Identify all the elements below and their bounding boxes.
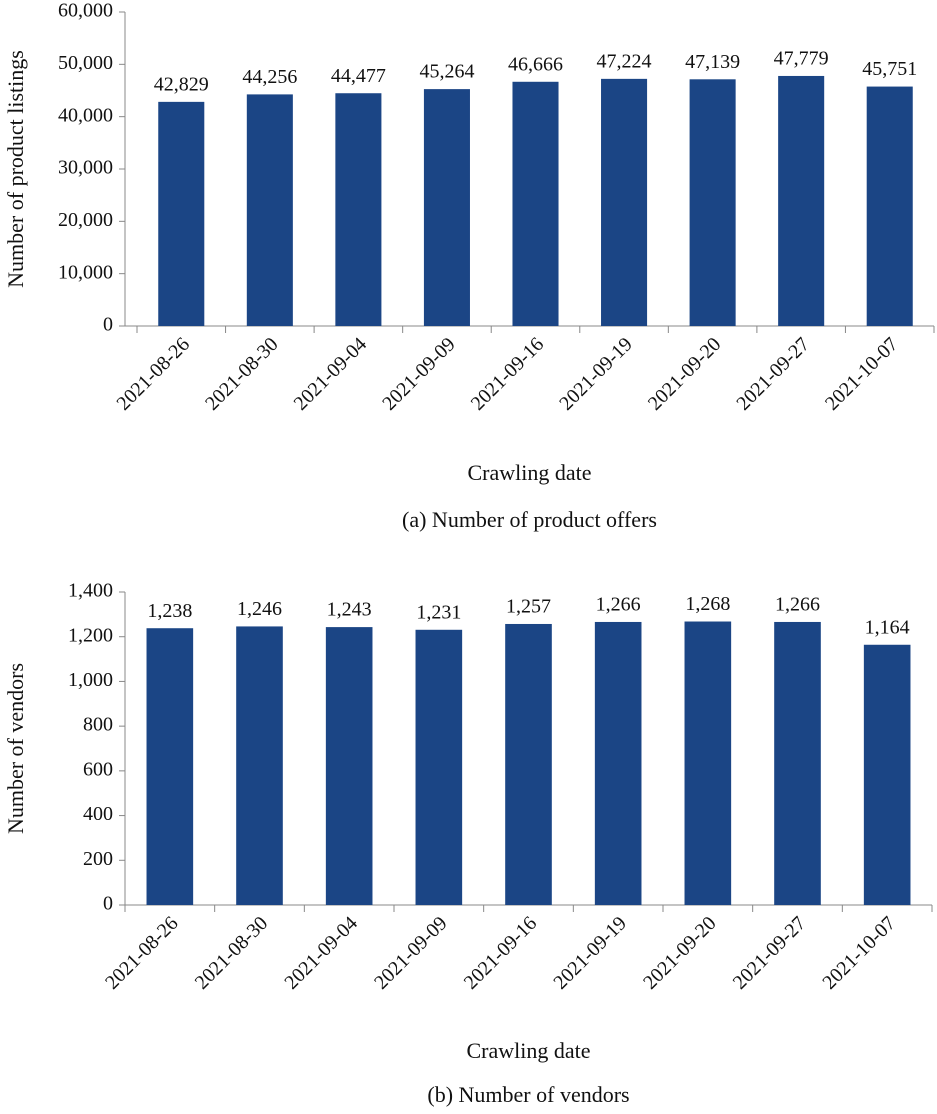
bar bbox=[335, 93, 382, 326]
y-axis-title: Number of product listings bbox=[3, 50, 28, 288]
value-label: 44,256 bbox=[242, 66, 297, 88]
bar bbox=[325, 627, 373, 905]
value-label: 1,246 bbox=[237, 598, 282, 620]
y-tick-label: 0 bbox=[103, 893, 113, 915]
value-label: 44,477 bbox=[331, 65, 386, 87]
bar bbox=[246, 94, 293, 326]
bar bbox=[684, 621, 732, 905]
x-tick-label: 2021-09-27 bbox=[732, 333, 814, 415]
y-tick-label: 20,000 bbox=[58, 209, 113, 231]
x-tick-label: 2021-09-16 bbox=[467, 333, 549, 415]
bar bbox=[863, 644, 911, 905]
value-label: 1,238 bbox=[147, 600, 192, 622]
value-label: 47,139 bbox=[685, 51, 740, 73]
x-tick-label: 2021-08-26 bbox=[113, 333, 195, 415]
y-tick-label: 10,000 bbox=[58, 261, 113, 283]
x-tick-label: 2021-08-30 bbox=[191, 912, 273, 994]
x-tick-label: 2021-09-19 bbox=[549, 912, 631, 994]
value-label: 47,779 bbox=[774, 48, 829, 70]
y-tick-label: 200 bbox=[83, 848, 113, 870]
x-tick-label: 2021-09-19 bbox=[555, 333, 637, 415]
y-axis-title: Number of vendors bbox=[3, 663, 28, 834]
bar bbox=[146, 628, 194, 905]
y-tick-label: 400 bbox=[83, 803, 113, 825]
value-label: 1,257 bbox=[506, 596, 551, 618]
x-axis-title: Crawling date bbox=[467, 460, 591, 485]
bar bbox=[594, 621, 642, 905]
x-tick-label: 2021-09-20 bbox=[644, 333, 726, 415]
y-tick-label: 800 bbox=[83, 714, 113, 736]
x-tick-label: 2021-08-26 bbox=[101, 912, 183, 994]
bar bbox=[158, 101, 205, 326]
bar bbox=[601, 78, 648, 326]
y-tick-label: 1,000 bbox=[68, 669, 113, 691]
caption: (b) Number of vendors bbox=[427, 1082, 629, 1107]
x-tick-label: 2021-09-20 bbox=[639, 912, 721, 994]
y-tick-label: 30,000 bbox=[58, 157, 113, 179]
x-tick-label: 2021-09-04 bbox=[280, 912, 362, 994]
bar bbox=[236, 626, 283, 905]
bar bbox=[774, 621, 821, 905]
bar bbox=[415, 629, 463, 905]
value-label: 1,243 bbox=[327, 599, 372, 621]
y-tick-label: 1,200 bbox=[68, 624, 113, 646]
y-tick-label: 40,000 bbox=[58, 104, 113, 126]
value-label: 1,231 bbox=[416, 601, 461, 623]
bar bbox=[778, 75, 825, 326]
x-tick-label: 2021-10-07 bbox=[821, 333, 903, 415]
caption: (a) Number of product offers bbox=[402, 507, 657, 532]
value-label: 47,224 bbox=[597, 50, 652, 72]
y-tick-label: 0 bbox=[103, 314, 113, 336]
value-label: 46,666 bbox=[508, 53, 563, 75]
x-tick-label: 2021-08-30 bbox=[201, 333, 283, 415]
value-label: 45,751 bbox=[862, 58, 917, 80]
y-tick-label: 600 bbox=[83, 758, 113, 780]
x-tick-label: 2021-09-09 bbox=[378, 333, 460, 415]
bar bbox=[423, 89, 470, 326]
value-label: 1,266 bbox=[775, 594, 820, 616]
x-tick-label: 2021-09-09 bbox=[370, 912, 452, 994]
value-label: 1,268 bbox=[685, 593, 730, 615]
bar bbox=[512, 81, 559, 326]
bar bbox=[689, 79, 736, 326]
x-axis-title: Crawling date bbox=[466, 1038, 590, 1063]
value-label: 45,264 bbox=[419, 61, 474, 83]
value-label: 1,164 bbox=[865, 616, 910, 638]
bar bbox=[505, 623, 552, 905]
x-tick-label: 2021-10-07 bbox=[818, 912, 900, 994]
x-tick-label: 2021-09-16 bbox=[460, 912, 542, 994]
value-label: 1,266 bbox=[596, 594, 641, 616]
bar bbox=[866, 86, 913, 326]
y-tick-label: 1,400 bbox=[68, 580, 113, 602]
y-tick-label: 60,000 bbox=[58, 0, 113, 22]
value-label: 42,829 bbox=[154, 73, 209, 95]
x-tick-label: 2021-09-04 bbox=[290, 333, 372, 415]
x-tick-label: 2021-09-27 bbox=[729, 912, 811, 994]
y-tick-label: 50,000 bbox=[58, 52, 113, 74]
